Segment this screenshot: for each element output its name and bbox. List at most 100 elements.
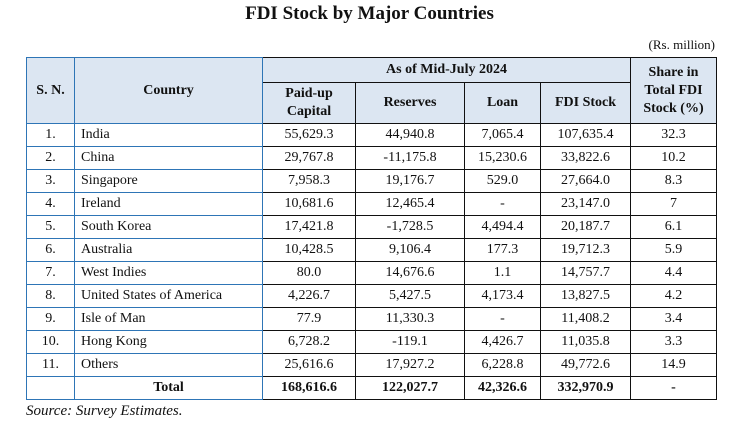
- header-fdi-stock: FDI Stock: [540, 82, 631, 124]
- cell-sn: 3.: [26, 169, 75, 193]
- cell-loan: 6,228.8: [464, 353, 541, 377]
- cell-loan: 4,494.4: [464, 215, 541, 239]
- cell-share: 7: [630, 192, 717, 216]
- cell-share: 3.3: [630, 330, 717, 354]
- cell-loan: 7,065.4: [464, 123, 541, 147]
- cell-country: Ireland: [74, 192, 263, 216]
- table-row: 7. West Indies 80.0 14,676.6 1.1 14,757.7 4.4: [26, 261, 717, 285]
- cell-loan: 177.3: [464, 238, 541, 262]
- cell-fdi: 27,664.0: [540, 169, 631, 193]
- total-country: Total: [74, 376, 263, 400]
- fdi-table: S. N. Country As of Mid-July 2024 Share …: [26, 57, 717, 400]
- cell-sn: 10.: [26, 330, 75, 354]
- table-row: 3. Singapore 7,958.3 19,176.7 529.0 27,664.0 8…: [26, 169, 717, 193]
- table-row: 6. Australia 10,428.5 9,106.4 177.3 19,712.3 5…: [26, 238, 717, 262]
- header-reserves: Reserves: [355, 82, 465, 124]
- cell-loan: 15,230.6: [464, 146, 541, 170]
- cell-sn: 8.: [26, 284, 75, 308]
- cell-fdi: 49,772.6: [540, 353, 631, 377]
- cell-share: 14.9: [630, 353, 717, 377]
- cell-reserves: 12,465.4: [355, 192, 465, 216]
- cell-loan: 4,173.4: [464, 284, 541, 308]
- cell-reserves: 5,427.5: [355, 284, 465, 308]
- cell-reserves: 19,176.7: [355, 169, 465, 193]
- cell-reserves: 11,330.3: [355, 307, 465, 331]
- cell-reserves: -1,728.5: [355, 215, 465, 239]
- cell-share: 32.3: [630, 123, 717, 147]
- cell-fdi: 23,147.0: [540, 192, 631, 216]
- cell-paidup: 7,958.3: [262, 169, 356, 193]
- cell-paidup: 55,629.3: [262, 123, 356, 147]
- cell-country: West Indies: [74, 261, 263, 285]
- total-row: Total 168,616.6 122,027.7 42,326.6 332,970.9…: [26, 376, 717, 400]
- cell-loan: 529.0: [464, 169, 541, 193]
- cell-country: South Korea: [74, 215, 263, 239]
- cell-fdi: 107,635.4: [540, 123, 631, 147]
- cell-reserves: 17,927.2: [355, 353, 465, 377]
- table-row: 4. Ireland 10,681.6 12,465.4-23,147.0 7: [26, 192, 717, 216]
- total-reserves: 122,027.7: [355, 376, 465, 400]
- cell-paidup: 29,767.8: [262, 146, 356, 170]
- cell-sn: 7.: [26, 261, 75, 285]
- cell-paidup: 17,421.8: [262, 215, 356, 239]
- cell-country: United States of America: [74, 284, 263, 308]
- cell-country: China: [74, 146, 263, 170]
- cell-fdi: 19,712.3: [540, 238, 631, 262]
- table-row: 1. India 55,629.3 44,940.8 7,065.4 107,635.4 3…: [26, 123, 717, 147]
- cell-country: Australia: [74, 238, 263, 262]
- cell-reserves: 14,676.6: [355, 261, 465, 285]
- table-row: 5. South Korea 17,421.8 -1,728.5 4,494.4 20,1…: [26, 215, 717, 239]
- cell-fdi: 11,035.8: [540, 330, 631, 354]
- cell-country: India: [74, 123, 263, 147]
- cell-country: Hong Kong: [74, 330, 263, 354]
- cell-share: 10.2: [630, 146, 717, 170]
- cell-fdi: 20,187.7: [540, 215, 631, 239]
- cell-fdi: 11,408.2: [540, 307, 631, 331]
- table-row: 10. Hong Kong 6,728.2 -119.1 4,426.7 11,035.8…: [26, 330, 717, 354]
- cell-loan: 1.1: [464, 261, 541, 285]
- header-country: Country: [74, 57, 263, 124]
- cell-share: 3.4: [630, 307, 717, 331]
- cell-paidup: 80.0: [262, 261, 356, 285]
- total-share: -: [630, 376, 717, 400]
- cell-sn: 4.: [26, 192, 75, 216]
- header-share: Share in Total FDI Stock (%): [630, 57, 717, 124]
- table-row: 9. Isle of Man 77.9 11,330.3-11,408.2 3.4: [26, 307, 717, 331]
- cell-paidup: 6,728.2: [262, 330, 356, 354]
- table-row: 11. Others 25,616.6 17,927.2 6,228.8 49,772.6…: [26, 353, 717, 377]
- cell-sn: 11.: [26, 353, 75, 377]
- cell-sn: 6.: [26, 238, 75, 262]
- cell-paidup: 4,226.7: [262, 284, 356, 308]
- cell-country: Isle of Man: [74, 307, 263, 331]
- cell-loan: -: [464, 192, 541, 216]
- total-paidup: 168,616.6: [262, 376, 356, 400]
- cell-sn: 1.: [26, 123, 75, 147]
- cell-reserves: -119.1: [355, 330, 465, 354]
- total-sn: [26, 376, 75, 400]
- header-paidup: Paid-up Capital: [262, 82, 356, 124]
- cell-share: 5.9: [630, 238, 717, 262]
- table-wrapper: S. N. Country As of Mid-July 2024 Share …: [26, 57, 717, 420]
- header-group: As of Mid-July 2024: [262, 57, 631, 83]
- cell-share: 6.1: [630, 215, 717, 239]
- table-row: 8. United States of America 4,226.7 5,427.5…: [26, 284, 717, 308]
- cell-sn: 9.: [26, 307, 75, 331]
- cell-fdi: 13,827.5: [540, 284, 631, 308]
- cell-loan: 4,426.7: [464, 330, 541, 354]
- cell-share: 8.3: [630, 169, 717, 193]
- table-title: FDI Stock by Major Countries: [245, 3, 494, 24]
- unit-note: (Rs. million): [648, 37, 715, 52]
- header-sn: S. N.: [26, 57, 75, 124]
- cell-country: Singapore: [74, 169, 263, 193]
- cell-reserves: 44,940.8: [355, 123, 465, 147]
- total-fdi: 332,970.9: [540, 376, 631, 400]
- source-note: Source: Survey Estimates.: [26, 403, 183, 419]
- header-loan: Loan: [464, 82, 541, 124]
- cell-paidup: 77.9: [262, 307, 356, 331]
- cell-country: Others: [74, 353, 263, 377]
- cell-paidup: 10,681.6: [262, 192, 356, 216]
- total-loan: 42,326.6: [464, 376, 541, 400]
- cell-reserves: 9,106.4: [355, 238, 465, 262]
- cell-paidup: 25,616.6: [262, 353, 356, 377]
- table-row: 2. China 29,767.8 -11,175.8 15,230.6 33,822.6…: [26, 146, 717, 170]
